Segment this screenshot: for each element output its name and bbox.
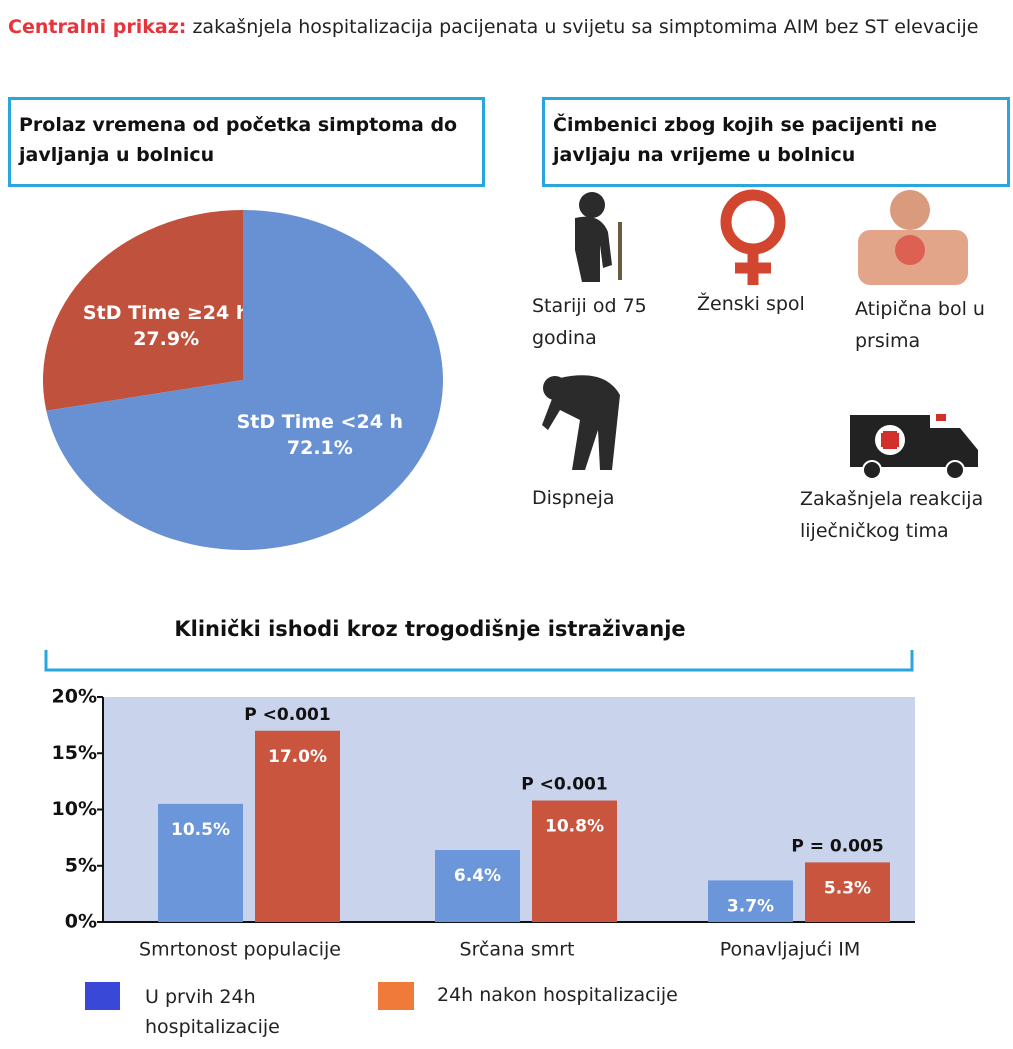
icon-chest-pain <box>858 190 968 285</box>
icon-female <box>726 195 780 285</box>
x-tick-label: Ponavljajući IM <box>720 939 861 961</box>
p-value: P <0.001 <box>244 705 330 725</box>
pie-title: Prolaz vremena od početka simptoma do ja… <box>8 97 485 187</box>
y-tick-label: 15% <box>52 742 97 764</box>
slice-value: 27.9% <box>133 328 199 350</box>
icon-elderly <box>575 192 620 282</box>
factor: Atipična bol u prsima <box>855 293 1013 357</box>
factor: Zakašnjela reakcija liječničkog tima <box>800 483 1010 547</box>
y-tick-label: 10% <box>52 798 97 820</box>
bar-value-label: 3.7% <box>727 896 774 916</box>
slice-value: 72.1% <box>287 437 353 459</box>
p-value: P <0.001 <box>521 775 607 795</box>
legend-swatch <box>85 982 120 1010</box>
legend-label: 24h nakon hospitalizacije <box>437 980 737 1010</box>
slice-label: StD Time ≥24 h <box>83 302 249 324</box>
page: StD Time ≥24 h 27.9% StD Time <24 h 72.1% Kl… <box>0 0 1013 1049</box>
slice-label: StD Time <24 h <box>237 411 403 433</box>
chart-title: Klinički ishodi kroz trogodišnje istraži… <box>174 617 685 641</box>
y-tick-label: 20% <box>52 686 97 708</box>
icon-ambulance <box>850 414 978 479</box>
p-value: P = 0.005 <box>791 836 883 856</box>
bar-value-label: 6.4% <box>454 866 501 886</box>
legend-swatch <box>378 982 414 1010</box>
x-tick-label: Smrtonost populacije <box>139 939 341 961</box>
icon-dyspnea <box>542 375 620 470</box>
bar-value-label: 10.8% <box>545 817 604 837</box>
bar <box>435 850 520 922</box>
x-tick-label: Srčana smrt <box>460 939 575 961</box>
header-text: zakašnjela hospitalizacija pacijenata u … <box>192 16 978 38</box>
y-tick-label: 0% <box>65 911 97 933</box>
header: Centralni prikaz: zakašnjela hospitaliza… <box>8 12 998 42</box>
factor: Dispneja <box>532 482 692 514</box>
factors-title: Čimbenici zbog kojih se pacijenti ne jav… <box>542 97 1010 187</box>
y-tick-label: 5% <box>65 854 97 876</box>
bar-value-label: 5.3% <box>824 878 871 898</box>
bracket <box>46 650 912 670</box>
header-label: Centralni prikaz: <box>8 16 186 38</box>
bar-value-label: 10.5% <box>171 820 230 840</box>
factor: Ženski spol <box>697 288 837 320</box>
legend-label: U prvih 24h hospitalizacije <box>145 982 345 1042</box>
bar-value-label: 17.0% <box>268 747 327 767</box>
factor: Stariji od 75 godina <box>532 290 692 354</box>
